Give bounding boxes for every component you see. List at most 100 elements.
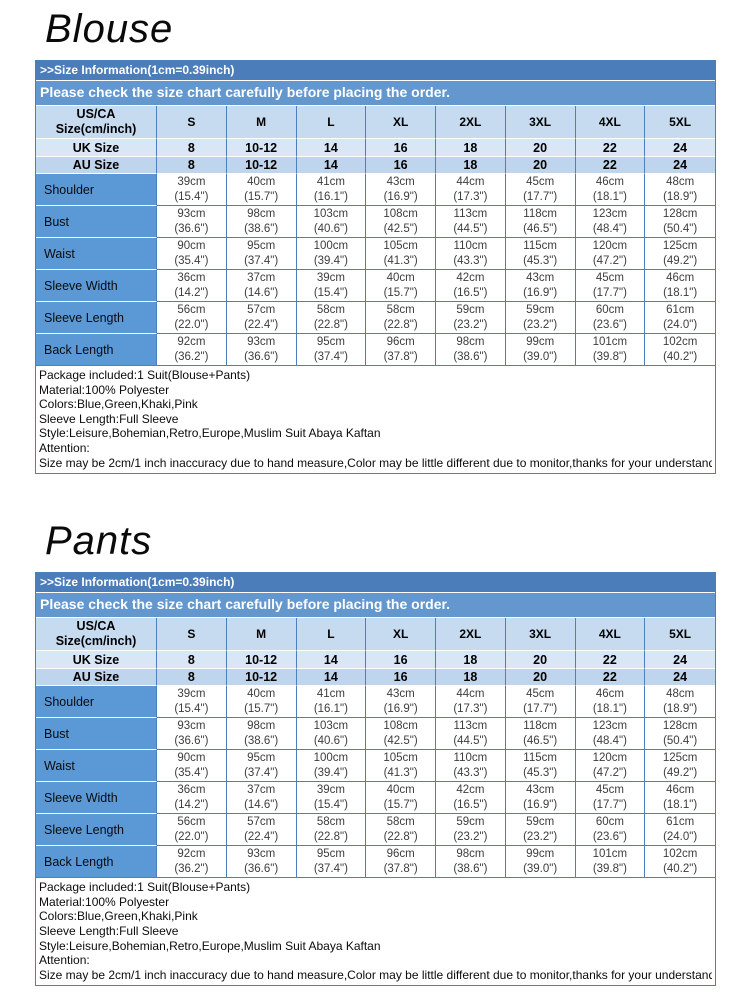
region-size-value: 24 [645, 651, 715, 669]
measurement-value-cell: 98cm(38.6") [436, 846, 506, 878]
measurement-value-cell: 61cm(24.0") [645, 302, 715, 334]
measurement-value-cell: 113cm(44.5") [436, 206, 506, 238]
region-size-value: 22 [576, 669, 646, 686]
value-inch: (37.4") [297, 862, 366, 877]
value-inch: (22.4") [227, 830, 296, 845]
value-inch: (16.1") [297, 190, 366, 205]
value-inch: (42.5") [366, 734, 435, 749]
measurement-value-cell: 37cm(14.6") [227, 782, 297, 814]
size-column-header: 3XL [506, 106, 576, 139]
value-inch: (16.9") [366, 190, 435, 205]
page-title-blouse: Blouse [45, 6, 716, 52]
value-cm: 37cm [227, 271, 296, 286]
region-size-value: 20 [506, 157, 576, 174]
measurement-label: Waist [36, 238, 157, 270]
measurement-value-cell: 43cm(16.9") [366, 174, 436, 206]
measurement-value-cell: 99cm(39.0") [506, 846, 576, 878]
value-inch: (17.7") [576, 798, 645, 813]
value-inch: (39.8") [576, 862, 645, 877]
corner-header: US/CASize(cm/inch) [36, 618, 157, 651]
measurement-value-cell: 99cm(39.0") [506, 334, 576, 366]
value-cm: 43cm [506, 271, 575, 286]
value-inch: (23.2") [506, 830, 575, 845]
value-cm: 101cm [576, 847, 645, 862]
measurement-row: Sleeve Width36cm(14.2")37cm(14.6")39cm(1… [36, 270, 715, 302]
value-inch: (22.8") [366, 830, 435, 845]
corner-header-line1: US/CA [36, 107, 156, 122]
value-inch: (36.6") [157, 734, 226, 749]
value-inch: (40.2") [645, 350, 715, 365]
measurement-value-cell: 125cm(49.2") [645, 750, 715, 782]
measurement-value-cell: 39cm(15.4") [297, 270, 367, 302]
measurement-value-cell: 96cm(37.8") [366, 334, 436, 366]
size-info-bar: >>Size Information(1cm=0.39inch) [36, 573, 715, 593]
measurement-value-cell: 40cm(15.7") [227, 174, 297, 206]
measurement-value-cell: 115cm(45.3") [506, 238, 576, 270]
value-inch: (22.0") [157, 830, 226, 845]
value-cm: 59cm [436, 303, 505, 318]
value-cm: 45cm [576, 271, 645, 286]
size-table: US/CASize(cm/inch)SMLXL2XL3XL4XL5XLUK Si… [36, 106, 715, 366]
value-inch: (16.9") [506, 798, 575, 813]
measurement-value-cell: 100cm(39.4") [297, 750, 367, 782]
note-line: Attention: [39, 953, 712, 968]
region-size-value: 8 [157, 669, 227, 686]
value-cm: 60cm [576, 303, 645, 318]
region-size-value: 14 [297, 651, 367, 669]
note-line: Style:Leisure,Bohemian,Retro,Europe,Musl… [39, 939, 712, 954]
measurement-value-cell: 57cm(22.4") [227, 814, 297, 846]
value-cm: 95cm [227, 751, 296, 766]
value-inch: (18.1") [645, 798, 715, 813]
measurement-value-cell: 58cm(22.8") [366, 814, 436, 846]
measurement-value-cell: 101cm(39.8") [576, 334, 646, 366]
measurement-value-cell: 44cm(17.3") [436, 686, 506, 718]
measurement-value-cell: 59cm(23.2") [436, 302, 506, 334]
region-size-row: AU Size810-12141618202224 [36, 157, 715, 174]
note-line: Attention: [39, 441, 712, 456]
measurement-value-cell: 105cm(41.3") [366, 750, 436, 782]
value-inch: (16.1") [297, 702, 366, 717]
value-inch: (15.4") [297, 798, 366, 813]
value-inch: (24.0") [645, 318, 715, 333]
note-line: Material:100% Polyester [39, 895, 712, 910]
value-cm: 46cm [645, 271, 715, 286]
value-inch: (37.4") [227, 766, 296, 781]
value-inch: (48.4") [576, 222, 645, 237]
value-inch: (39.0") [506, 862, 575, 877]
region-size-value: 10-12 [227, 651, 297, 669]
value-cm: 60cm [576, 815, 645, 830]
measurement-value-cell: 61cm(24.0") [645, 814, 715, 846]
measurement-row: Sleeve Length56cm(22.0")57cm(22.4")58cm(… [36, 302, 715, 334]
region-size-value: 18 [436, 651, 506, 669]
size-column-header: 5XL [645, 618, 715, 651]
value-cm: 101cm [576, 335, 645, 350]
value-cm: 56cm [157, 815, 226, 830]
value-cm: 98cm [227, 719, 296, 734]
value-cm: 90cm [157, 751, 226, 766]
corner-header: US/CASize(cm/inch) [36, 106, 157, 139]
measurement-value-cell: 45cm(17.7") [506, 174, 576, 206]
measurement-value-cell: 108cm(42.5") [366, 206, 436, 238]
measurement-value-cell: 123cm(48.4") [576, 718, 646, 750]
measurement-value-cell: 118cm(46.5") [506, 206, 576, 238]
value-cm: 100cm [297, 751, 366, 766]
value-inch: (22.8") [366, 318, 435, 333]
region-size-value: 16 [366, 651, 436, 669]
measurement-value-cell: 43cm(16.9") [506, 782, 576, 814]
value-inch: (44.5") [436, 734, 505, 749]
value-cm: 44cm [436, 687, 505, 702]
value-inch: (36.6") [227, 862, 296, 877]
value-inch: (22.4") [227, 318, 296, 333]
measurement-label: Shoulder [36, 174, 157, 206]
value-cm: 102cm [645, 335, 715, 350]
measurement-value-cell: 108cm(42.5") [366, 718, 436, 750]
value-cm: 40cm [227, 687, 296, 702]
region-size-value: 18 [436, 139, 506, 157]
value-inch: (14.6") [227, 286, 296, 301]
measurement-value-cell: 98cm(38.6") [227, 718, 297, 750]
measurement-label: Shoulder [36, 686, 157, 718]
measurement-label: Sleeve Width [36, 782, 157, 814]
value-cm: 59cm [506, 815, 575, 830]
value-inch: (22.8") [297, 318, 366, 333]
measurement-row: Back Length92cm(36.2")93cm(36.6")95cm(37… [36, 334, 715, 366]
